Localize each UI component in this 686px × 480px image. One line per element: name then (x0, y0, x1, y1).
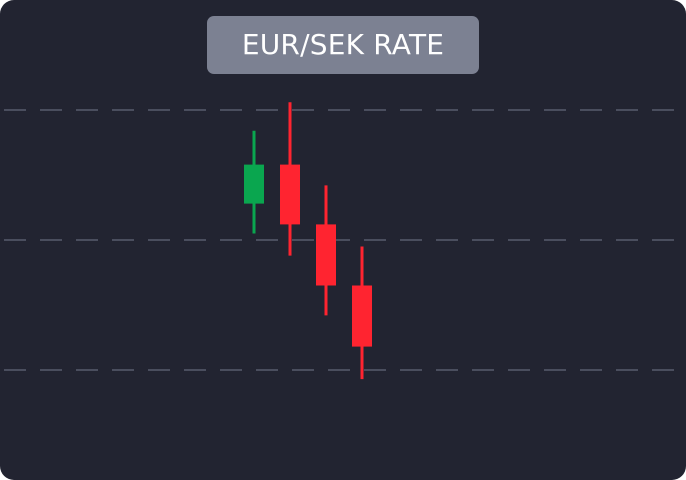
candle-body-2 (316, 224, 336, 286)
chart-title: EUR/SEK RATE (207, 16, 479, 74)
candle-1 (280, 102, 300, 256)
candle-2 (316, 185, 336, 316)
candle-body-1 (280, 164, 300, 225)
candles (244, 102, 372, 380)
candle-0 (244, 130, 264, 234)
candle-3 (352, 246, 372, 380)
gridlines (0, 109, 686, 371)
candle-body-0 (244, 164, 264, 204)
candle-body-3 (352, 285, 372, 347)
